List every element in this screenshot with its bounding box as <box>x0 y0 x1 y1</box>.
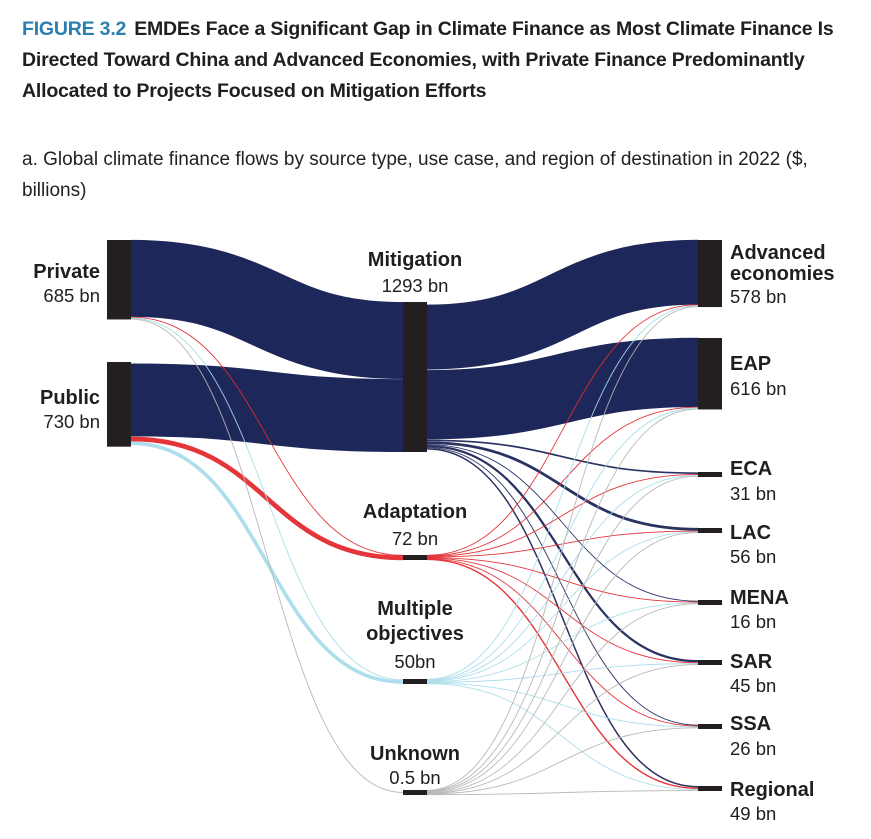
node-unknown <box>403 790 427 795</box>
flow-mitigation-to-eca <box>426 439 699 474</box>
figure-number: FIGURE 3.2 <box>22 18 127 40</box>
flow-mitigation-to-lac <box>426 441 699 531</box>
region-value-sar: 45 bn <box>730 675 776 696</box>
region-label-sar: SAR <box>730 651 773 673</box>
flow-multiple-to-mena <box>426 602 699 683</box>
region-label-regional: Regional <box>730 779 814 801</box>
flow-private-to-unknown <box>130 318 404 793</box>
use-value-adaptation: 72 bn <box>392 528 438 549</box>
source-value-public: 730 bn <box>43 411 100 432</box>
node-ssa <box>698 724 722 729</box>
node-public <box>107 362 131 447</box>
flow-multiple-to-regional <box>426 683 699 791</box>
use-label-multiple-line2: objectives <box>366 623 464 645</box>
node-mena <box>698 600 722 605</box>
node-sar <box>698 660 722 665</box>
node-multiple <box>403 679 427 684</box>
flow-private-to-adaptation <box>130 316 404 556</box>
region-label-ssa: SSA <box>730 713 771 735</box>
use-label-multiple-line1: Multiple <box>377 598 453 620</box>
flow-adaptation-to-eap <box>426 406 699 557</box>
region-value-lac: 56 bn <box>730 546 776 567</box>
flow-multiple-to-ssa <box>426 682 699 728</box>
use-value-mitigation: 1293 bn <box>382 275 449 296</box>
node-eap <box>698 338 722 410</box>
region-label-eca: ECA <box>730 458 772 480</box>
flow-unknown-to-ssa <box>426 727 699 795</box>
flow-mitigation-to-eap <box>426 337 699 440</box>
use-value-multiple: 50bn <box>394 651 435 672</box>
flow-public-to-mitigation <box>130 363 404 452</box>
region-value-advanced: 578 bn <box>730 286 787 307</box>
node-lac <box>698 528 722 533</box>
flow-unknown-to-lac <box>426 532 699 793</box>
flow-multiple-to-eap <box>426 407 699 681</box>
region-label-advanced-line1: Advanced <box>730 242 826 264</box>
flow-mitigation-to-regional <box>426 448 699 788</box>
region-value-regional: 49 bn <box>730 803 776 824</box>
panel-subtitle: a. Global climate finance flows by sourc… <box>22 149 808 201</box>
region-value-eap: 616 bn <box>730 378 787 399</box>
flow-mitigation-to-mena <box>426 444 699 602</box>
flow-unknown-to-sar <box>426 664 699 794</box>
source-value-private: 685 bn <box>43 285 100 306</box>
flow-adaptation-to-sar <box>426 557 699 664</box>
flow-unknown-to-mena <box>426 603 699 794</box>
use-label-unknown: Unknown <box>370 743 460 765</box>
node-adaptation <box>403 555 427 560</box>
figure-title: FIGURE 3.2 EMDEs Face a Significant Gap i… <box>22 14 862 107</box>
flow-multiple-to-lac <box>426 531 699 682</box>
region-value-eca: 31 bn <box>730 483 776 504</box>
flow-private-to-mitigation <box>130 239 404 380</box>
flow-adaptation-to-mena <box>426 557 699 603</box>
region-label-advanced-line2: economies <box>730 263 834 285</box>
flow-mitigation-to-sar <box>426 445 699 663</box>
region-label-lac: LAC <box>730 522 771 544</box>
flow-multiple-to-advanced <box>426 305 699 680</box>
flow-adaptation-to-eca <box>426 473 699 557</box>
use-value-unknown: 0.5 bn <box>389 767 440 788</box>
source-label-public: Public <box>40 387 100 409</box>
use-label-adaptation: Adaptation <box>363 501 467 523</box>
flow-multiple-to-eca <box>426 474 699 682</box>
flow-unknown-to-regional <box>426 790 699 796</box>
figure-header: FIGURE 3.2 EMDEs Face a Significant Gap i… <box>22 14 862 107</box>
flow-links <box>130 239 699 796</box>
flow-private-to-multiple <box>130 317 404 681</box>
flow-public-to-multiple <box>130 441 404 684</box>
region-label-mena: MENA <box>730 587 789 609</box>
figure-title-text: EMDEs Face a Significant Gap in Climate … <box>22 18 834 102</box>
flow-unknown-to-eca <box>426 475 699 793</box>
flow-mitigation-to-ssa <box>426 447 699 726</box>
region-value-ssa: 26 bn <box>730 738 776 759</box>
node-mitigation <box>403 302 427 452</box>
flow-unknown-to-advanced <box>426 306 699 791</box>
region-value-mena: 16 bn <box>730 611 776 632</box>
flow-mitigation-to-advanced <box>426 239 699 370</box>
region-label-eap: EAP <box>730 353 771 375</box>
flow-adaptation-to-regional <box>426 558 699 790</box>
source-label-private: Private <box>33 261 100 283</box>
flow-multiple-to-sar <box>426 663 699 683</box>
node-eca <box>698 472 722 477</box>
flow-adaptation-to-advanced <box>426 304 699 556</box>
flow-unknown-to-eap <box>426 408 699 792</box>
node-regional <box>698 786 722 791</box>
node-private <box>107 240 131 320</box>
use-label-mitigation: Mitigation <box>368 249 462 271</box>
flow-nodes <box>107 240 722 795</box>
node-advanced <box>698 240 722 308</box>
